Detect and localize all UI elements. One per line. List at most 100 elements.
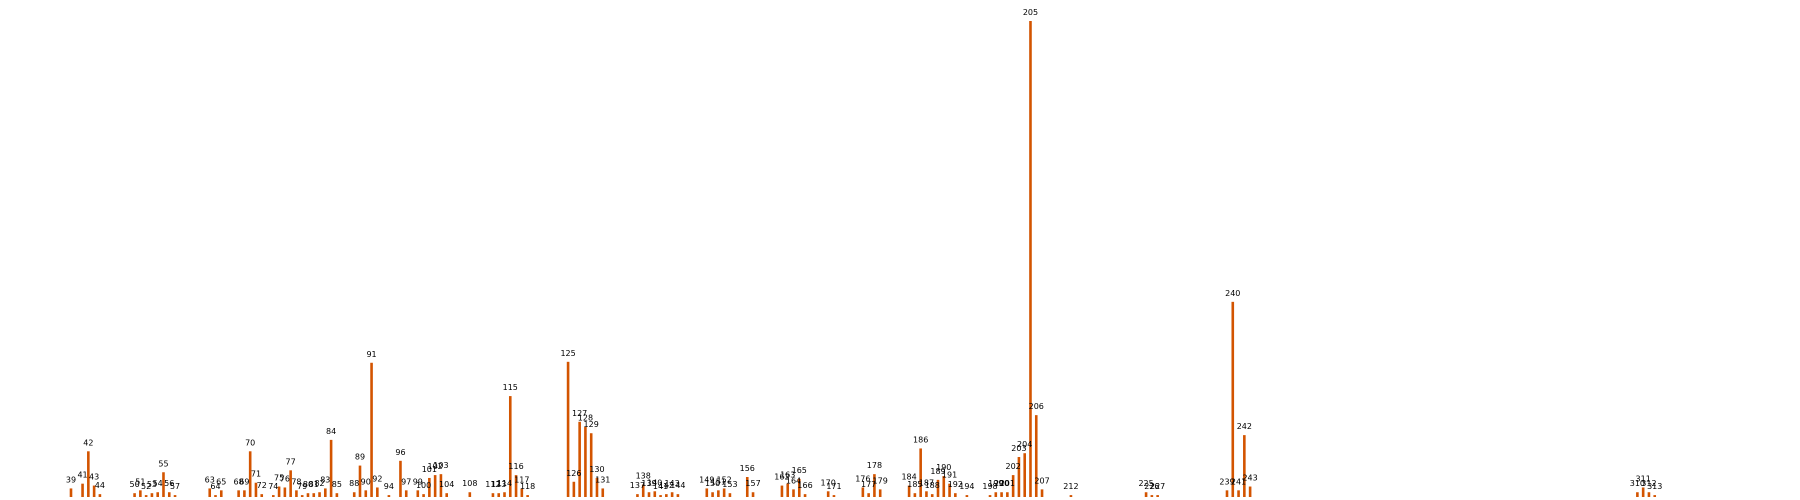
- bar-label-94: 94: [384, 482, 394, 491]
- bar-label-243: 243: [1242, 474, 1257, 483]
- bar-91: [370, 362, 373, 497]
- bar-78: [295, 490, 298, 497]
- bar-label-112: 112: [485, 480, 500, 489]
- bar-label-139: 139: [641, 479, 656, 488]
- bar-42: [87, 451, 90, 497]
- bar-156: [745, 477, 749, 497]
- bar-series: [69, 21, 1657, 497]
- bar-206: [1034, 415, 1038, 497]
- bar-label-90: 90: [361, 477, 371, 486]
- bar-label-163: 163: [780, 471, 795, 480]
- bar-81: [312, 493, 316, 497]
- bar-label-92: 92: [372, 474, 382, 483]
- bar-164: [792, 489, 795, 497]
- bar-131: [601, 488, 605, 497]
- bar-label-52: 52: [141, 482, 151, 491]
- bar-label-131: 131: [595, 475, 610, 484]
- bar-label-43: 43: [89, 473, 99, 482]
- bar-label-191: 191: [942, 471, 957, 480]
- bar-label-129: 129: [584, 420, 599, 429]
- bar-label-177: 177: [861, 480, 876, 489]
- bar-311: [1641, 487, 1645, 497]
- bar-label-225: 225: [1138, 479, 1153, 488]
- bar-152: [722, 488, 726, 497]
- bar-69: [243, 490, 246, 497]
- bar-label-65: 65: [216, 477, 226, 486]
- bar-112: [491, 493, 495, 497]
- bar-label-212: 212: [1063, 482, 1078, 491]
- bar-176: [861, 487, 865, 497]
- bar-150: [711, 492, 714, 497]
- bar-139: [647, 492, 651, 497]
- bar-90: [364, 490, 368, 497]
- bar-89: [358, 465, 362, 497]
- bar-114: [503, 492, 506, 497]
- bar-label-192: 192: [948, 480, 963, 489]
- bar-138: [641, 484, 645, 497]
- bar-label-57: 57: [170, 482, 180, 491]
- bar-label-41: 41: [77, 471, 87, 480]
- bar-64: [214, 495, 217, 497]
- bar-label-165: 165: [792, 466, 807, 475]
- bar-102: [433, 475, 437, 497]
- bar-label-78: 78: [291, 477, 301, 486]
- bar-label-63: 63: [205, 475, 215, 484]
- bar-label-88: 88: [349, 479, 359, 488]
- bar-141: [659, 495, 662, 497]
- bar-label-118: 118: [520, 482, 535, 491]
- bar-71: [254, 482, 258, 497]
- bar-label-104: 104: [439, 480, 454, 489]
- bar-label-115: 115: [503, 383, 518, 392]
- bar-126: [572, 481, 576, 497]
- bar-label-189: 189: [930, 467, 945, 476]
- bar-label-206: 206: [1029, 402, 1044, 411]
- bar-label-199: 199: [988, 479, 1003, 488]
- bar-label-141: 141: [653, 482, 668, 491]
- bar-label-50: 50: [129, 480, 139, 489]
- bar-label-312: 312: [1641, 479, 1656, 488]
- bar-190: [942, 476, 946, 497]
- bar-192: [954, 493, 957, 497]
- bar-label-200: 200: [994, 479, 1009, 488]
- bar-100: [422, 494, 425, 497]
- bar-label-157: 157: [745, 479, 760, 488]
- bar-85: [335, 493, 339, 497]
- bar-226: [1150, 495, 1154, 497]
- bar-label-39: 39: [66, 475, 76, 484]
- bar-225: [1144, 492, 1148, 497]
- bar-76: [283, 487, 287, 497]
- bar-label-204: 204: [1017, 440, 1032, 449]
- bar-143: [670, 492, 674, 497]
- bar-103: [439, 474, 443, 497]
- bar-label-54: 54: [153, 479, 163, 488]
- bar-label-114: 114: [497, 479, 512, 488]
- bar-203: [1017, 457, 1021, 497]
- bar-88: [352, 492, 356, 497]
- bar-53: [150, 493, 154, 497]
- bar-157: [751, 492, 755, 497]
- bar-243: [1248, 486, 1252, 497]
- bar-313: [1653, 495, 1657, 497]
- bar-label-75: 75: [274, 474, 284, 483]
- bar-label-207: 207: [1034, 476, 1049, 485]
- bar-207: [1040, 489, 1044, 497]
- bar-77: [289, 470, 292, 497]
- bar-label-69: 69: [239, 477, 249, 486]
- bar-310: [1636, 492, 1639, 497]
- bar-label-162: 162: [774, 473, 789, 482]
- bar-56: [167, 492, 171, 497]
- bar-label-188: 188: [925, 481, 940, 490]
- bar-label-68: 68: [234, 477, 244, 486]
- bar-label-142: 142: [659, 481, 674, 490]
- bar-label-151: 151: [711, 477, 726, 486]
- bar-84: [329, 439, 333, 497]
- bar-label-84: 84: [326, 427, 336, 436]
- bar-163: [786, 483, 790, 497]
- bar-130: [595, 477, 599, 497]
- bar-191: [948, 483, 951, 497]
- bar-170: [826, 491, 830, 497]
- bar-label-203: 203: [1011, 444, 1026, 453]
- bar-242: [1243, 435, 1246, 497]
- bar-128: [584, 426, 587, 497]
